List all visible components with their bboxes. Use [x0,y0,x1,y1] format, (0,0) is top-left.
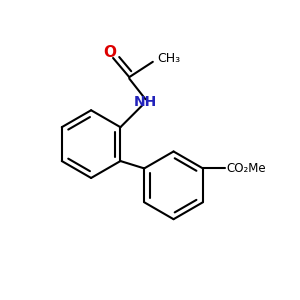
Text: CH₃: CH₃ [157,52,180,65]
Text: NH: NH [134,95,157,109]
Text: CO₂Me: CO₂Me [226,162,266,175]
Text: O: O [103,45,117,60]
